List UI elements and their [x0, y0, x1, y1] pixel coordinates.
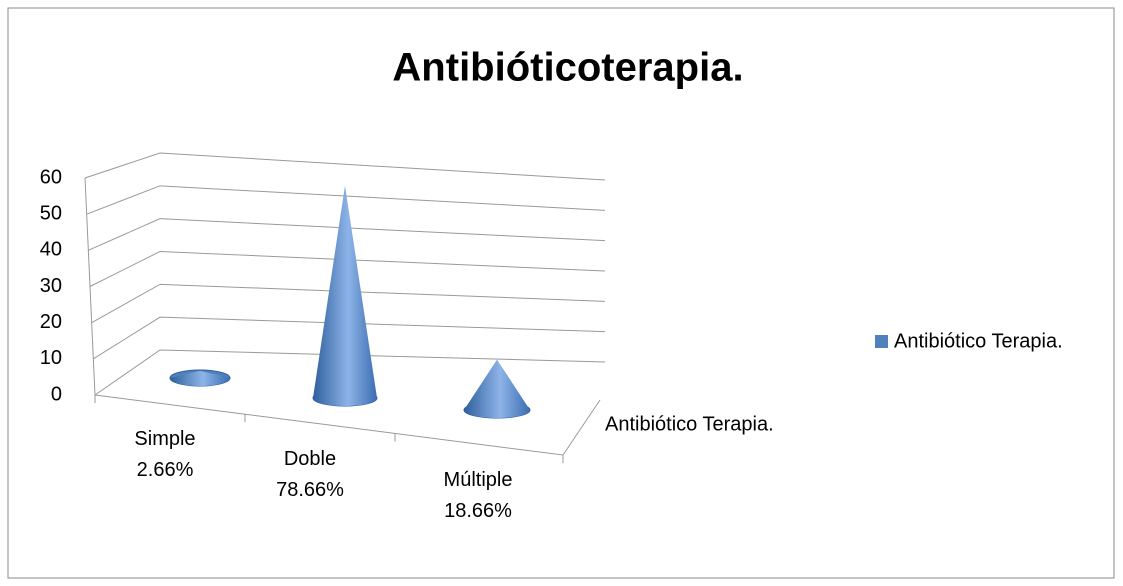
- grid-line: [91, 283, 606, 324]
- cone: [169, 369, 231, 387]
- x-tick-label: Doble 78.66%: [276, 448, 344, 501]
- y-tick-label: 50: [40, 202, 62, 224]
- x-tick-label: Múltiple 18.66%: [444, 469, 513, 522]
- cone-part: [464, 359, 530, 418]
- cone: [312, 185, 378, 407]
- chart-title: Antibióticoterapia.: [392, 46, 743, 90]
- legend-label: Antibiótico Terapia.: [894, 330, 1063, 352]
- y-tick-label: 10: [40, 347, 62, 369]
- y-tick-label: 30: [40, 275, 62, 297]
- y-tick-label: 20: [40, 311, 62, 333]
- grid-line: [94, 349, 606, 396]
- y-axis: [84, 177, 96, 396]
- chart-frame: [7, 7, 1115, 579]
- grid-line: [86, 185, 606, 215]
- grid-line: [88, 218, 606, 251]
- y-tick-label: 60: [40, 166, 62, 188]
- cone-part: [170, 370, 230, 386]
- grid-line: [93, 316, 606, 360]
- x-tick-label: Simple 2.66%: [134, 428, 195, 481]
- grid-line: [84, 152, 606, 181]
- depth-axis-label: Antibiótico Terapia.: [605, 413, 774, 435]
- cone: [463, 359, 531, 419]
- grid-line: [89, 250, 606, 287]
- y-tick-label: 40: [40, 239, 62, 261]
- cone-part: [313, 185, 377, 406]
- legend-swatch: [875, 335, 888, 348]
- y-tick-label: 0: [51, 383, 62, 405]
